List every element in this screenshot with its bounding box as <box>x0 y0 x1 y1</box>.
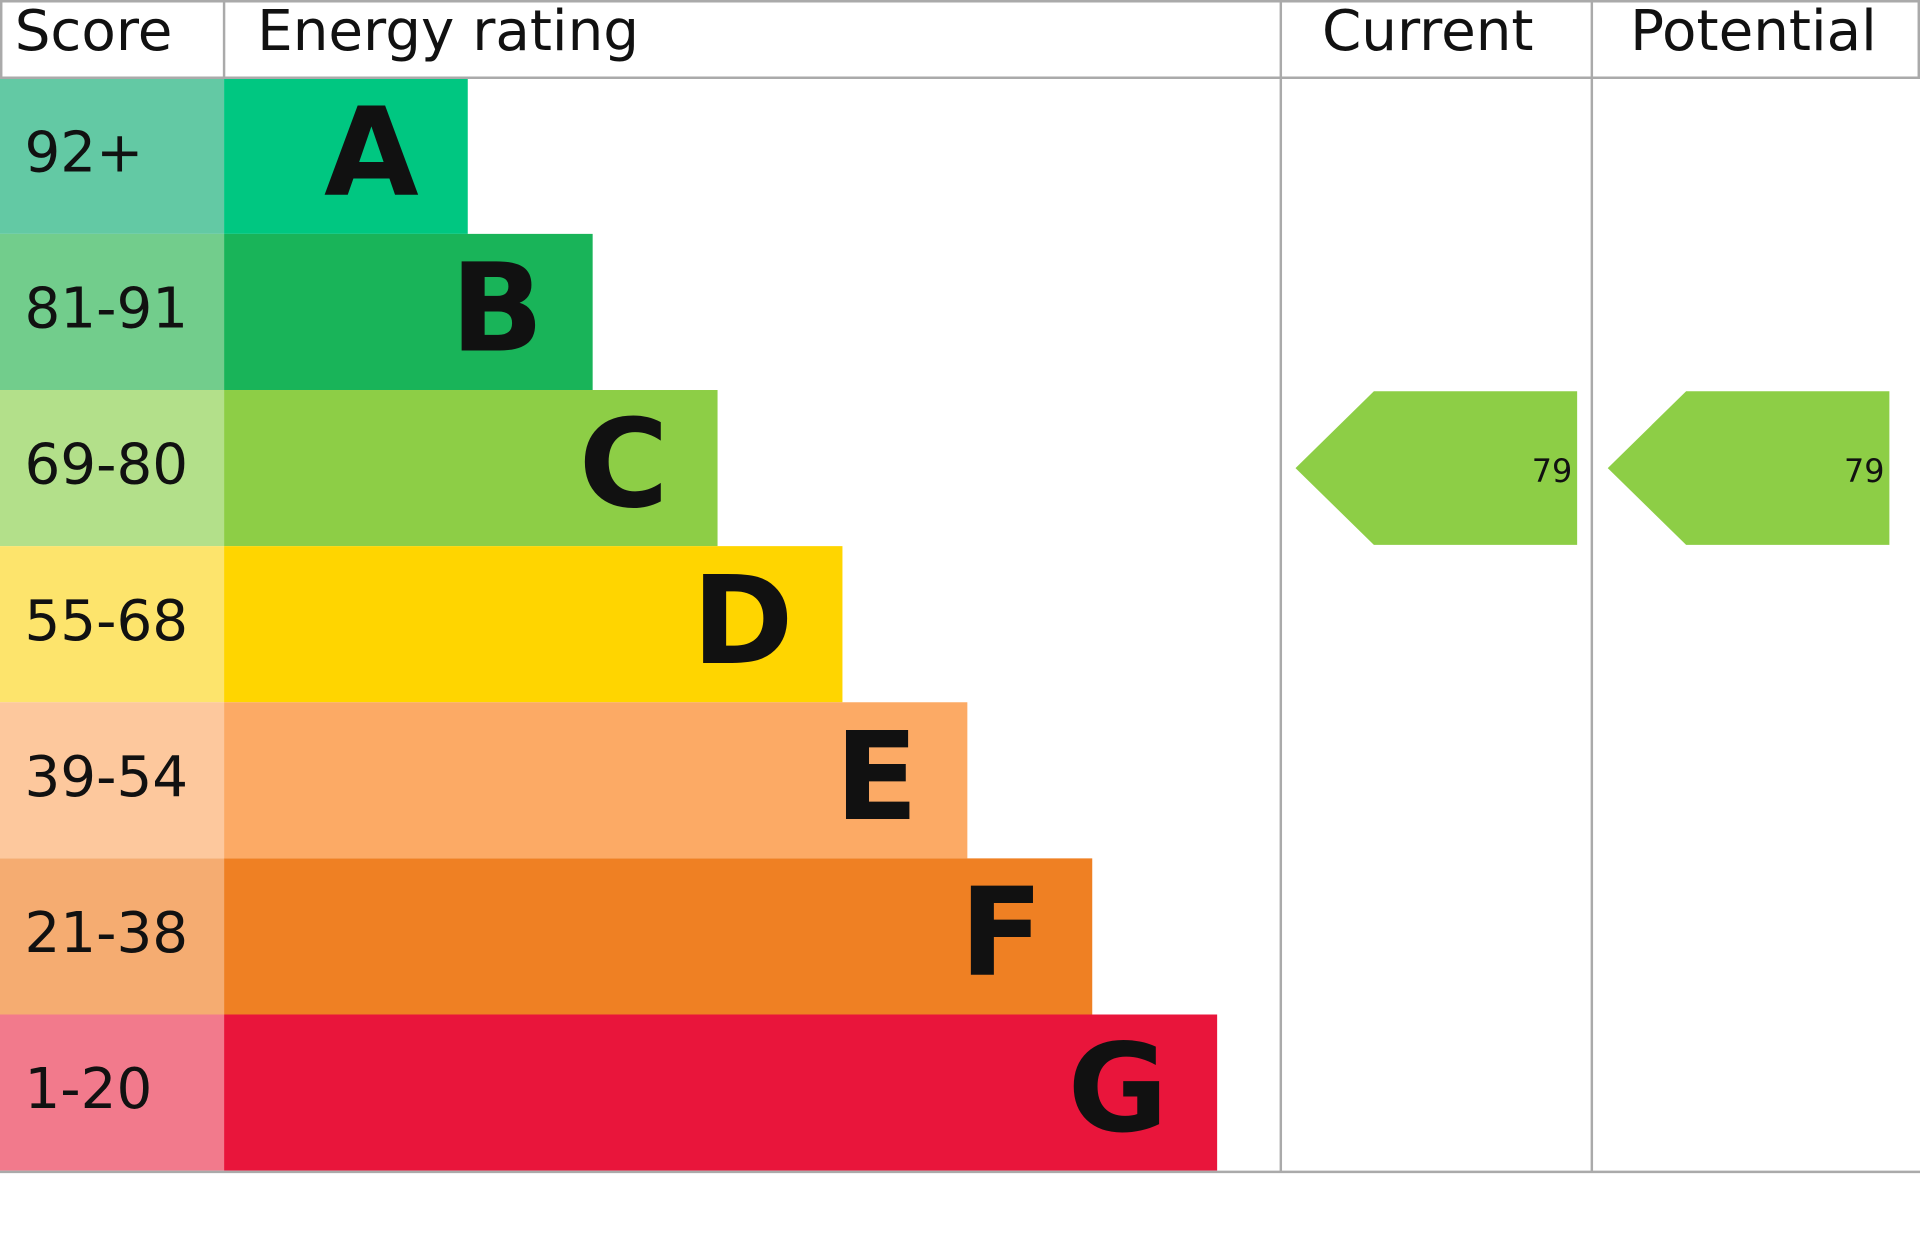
score-cell <box>0 1014 225 1171</box>
band-letter: E <box>835 705 919 848</box>
score-cell <box>0 546 225 703</box>
potential-arrow <box>1607 391 1890 545</box>
band-letter: D <box>692 549 794 692</box>
score-cell <box>0 858 225 1015</box>
rating-bar <box>224 390 718 547</box>
header-rating: Energy rating <box>257 0 639 64</box>
score-cell <box>0 77 225 234</box>
header-score: Score <box>15 0 173 64</box>
band-letter: A <box>324 80 419 223</box>
rating-bar <box>224 702 968 859</box>
rating-bar <box>224 77 468 234</box>
band-letter: C <box>579 393 669 536</box>
rating-bar <box>224 1014 1218 1171</box>
rating-bar <box>224 233 593 391</box>
band-letter: F <box>960 861 1044 1004</box>
score-label: 55-68 <box>24 589 188 654</box>
band-letter: G <box>1068 1017 1169 1160</box>
score-cell <box>0 702 225 859</box>
score-label: 69-80 <box>24 433 188 498</box>
potential-value: 79 <box>1844 452 1885 490</box>
score-label: 1-20 <box>24 1057 152 1122</box>
header-current: Current <box>1322 0 1534 64</box>
current-value: 79 <box>1532 452 1573 490</box>
rating-bar <box>224 858 1093 1015</box>
score-label: 92+ <box>24 120 143 185</box>
score-label: 81-91 <box>24 277 188 342</box>
score-label: 21-38 <box>24 901 188 966</box>
score-label: 39-54 <box>24 745 188 810</box>
band-letter: B <box>450 237 543 380</box>
current-arrow <box>1295 391 1578 545</box>
score-cell <box>0 390 225 547</box>
header-potential: Potential <box>1630 0 1877 64</box>
score-cell <box>0 233 225 391</box>
rating-bar <box>224 546 843 703</box>
